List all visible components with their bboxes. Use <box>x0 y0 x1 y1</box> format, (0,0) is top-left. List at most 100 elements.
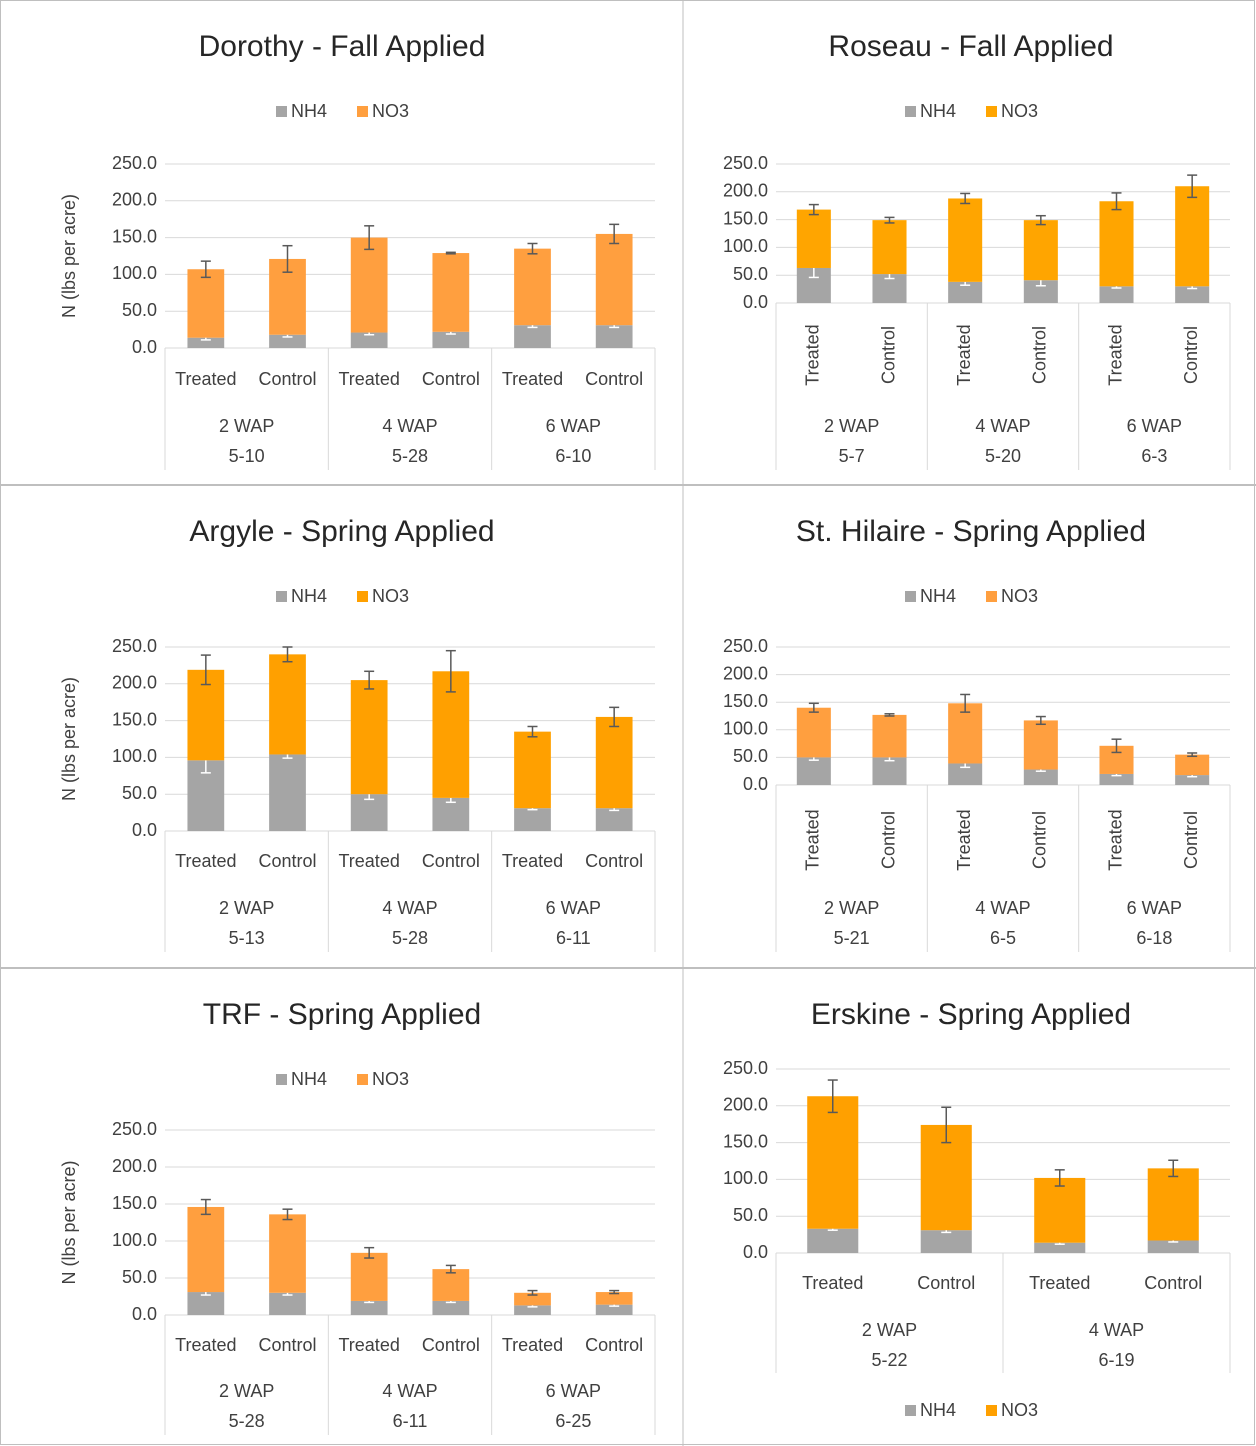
bar-segment <box>1175 775 1210 785</box>
error-bar <box>527 242 538 255</box>
chart-panel: Argyle - Spring Applied N (lbs per acre) 0… <box>59 515 656 952</box>
x-tick-label: Control <box>917 1273 975 1293</box>
x-tick-label: Treated <box>954 324 974 385</box>
bar-segment <box>187 269 225 338</box>
group-label: 2 WAP <box>824 416 879 436</box>
error-bar <box>884 216 895 224</box>
error-bar <box>200 1198 211 1216</box>
error-bar <box>527 725 538 738</box>
legend-label: NH4 <box>920 1400 956 1420</box>
y-tick-label: 100.0 <box>112 746 157 766</box>
group-label: 4 WAP <box>975 416 1030 436</box>
bar-segment <box>796 757 831 785</box>
bar-segment <box>350 1252 388 1301</box>
y-tick-label: 100.0 <box>723 236 768 256</box>
chart-panel: St. Hilaire - Spring Applied 0.0 50.0 100.0… <box>723 515 1231 952</box>
bar-segment <box>350 237 388 333</box>
y-tick-label: 0.0 <box>132 820 157 840</box>
bar-segment <box>872 757 907 785</box>
legend-label: NH4 <box>291 586 327 606</box>
x-tick-label: Treated <box>338 851 399 871</box>
error-bar <box>808 203 819 216</box>
x-tick-label: Treated <box>175 1335 236 1355</box>
legend-swatch <box>357 591 368 602</box>
error-bar <box>1187 752 1198 758</box>
bar-segment <box>350 332 388 348</box>
x-tick-label: Treated <box>1105 324 1125 385</box>
x-tick-label: Control <box>878 811 898 869</box>
y-tick-label: 0.0 <box>743 774 768 794</box>
bar-segment <box>1175 754 1210 776</box>
y-tick-label: 150.0 <box>723 208 768 228</box>
chart-panel: Roseau - Fall Applied 0.0 50.0 100.0 150.0 20… <box>723 30 1231 470</box>
legend-label: NO3 <box>372 1069 409 1089</box>
chart-title: Argyle - Spring Applied <box>189 515 494 548</box>
x-tick-label: Treated <box>803 809 823 870</box>
error-bar <box>445 1264 456 1274</box>
bar-segment <box>514 731 551 809</box>
legend-label: NH4 <box>291 1069 327 1089</box>
bar-segment <box>1099 286 1134 303</box>
error-bar <box>960 192 971 205</box>
bar-segment <box>514 1305 551 1315</box>
y-tick-label: 100.0 <box>723 1168 768 1188</box>
bar-segment <box>920 1230 972 1253</box>
bar-segment <box>514 248 551 326</box>
bar-segment <box>514 325 551 348</box>
bar-segment <box>514 1292 551 1306</box>
bar-segment <box>514 808 551 831</box>
bar-segment <box>1034 1242 1086 1253</box>
y-tick-label: 200.0 <box>723 181 768 201</box>
legend-label: NO3 <box>1001 1400 1038 1420</box>
y-tick-label: 200.0 <box>112 673 157 693</box>
bar-segment <box>1175 186 1210 287</box>
bar-segment <box>350 680 388 795</box>
y-tick-label: 200.0 <box>723 663 768 683</box>
y-tick-label: 50.0 <box>122 1267 157 1287</box>
legend-swatch <box>276 1074 287 1085</box>
x-tick-label: Treated <box>802 1273 863 1293</box>
y-tick-label: 200.0 <box>112 1156 157 1176</box>
y-tick-label: 0.0 <box>132 337 157 357</box>
legend-label: NO3 <box>1001 586 1038 606</box>
error-bar <box>941 1106 952 1144</box>
bar-segment <box>948 763 983 785</box>
group-label: 5-21 <box>834 928 870 948</box>
y-axis-label: N (lbs per acre) <box>59 1160 79 1284</box>
y-tick-label: 150.0 <box>112 226 157 246</box>
y-tick-label: 50.0 <box>733 1205 768 1225</box>
group-label: 6-11 <box>393 1411 428 1431</box>
legend-swatch <box>357 1074 368 1085</box>
legend-label: NO3 <box>372 586 409 606</box>
bar-segment <box>1147 1240 1199 1253</box>
error-bar <box>1187 174 1198 199</box>
x-tick-label: Control <box>422 1335 480 1355</box>
y-tick-label: 250.0 <box>112 636 157 656</box>
legend-swatch <box>276 591 287 602</box>
legend-swatch <box>905 1405 916 1416</box>
bar-segment <box>948 281 983 303</box>
x-tick-label: Treated <box>1105 809 1125 870</box>
group-label: 6 WAP <box>1127 898 1182 918</box>
bar-segment <box>269 334 306 348</box>
error-bar <box>808 702 819 713</box>
error-bar <box>827 1079 838 1114</box>
error-bar <box>527 1289 538 1296</box>
error-bar <box>364 225 375 251</box>
legend-label: NH4 <box>291 101 327 121</box>
x-tick-label: Control <box>422 851 480 871</box>
x-tick-label: Control <box>1030 326 1050 384</box>
y-tick-label: 250.0 <box>723 636 768 656</box>
bar-segment <box>269 654 306 755</box>
bar-segment <box>1023 280 1058 303</box>
bar-segment <box>187 1292 225 1315</box>
bar-segment <box>1147 1168 1199 1241</box>
bar-segment <box>1099 773 1134 785</box>
error-bar <box>1168 1159 1179 1178</box>
y-tick-label: 250.0 <box>723 1058 768 1078</box>
y-tick-label: 200.0 <box>112 190 157 210</box>
error-bar <box>1111 738 1122 754</box>
group-label: 5-20 <box>985 446 1021 466</box>
error-bar <box>364 1246 375 1259</box>
